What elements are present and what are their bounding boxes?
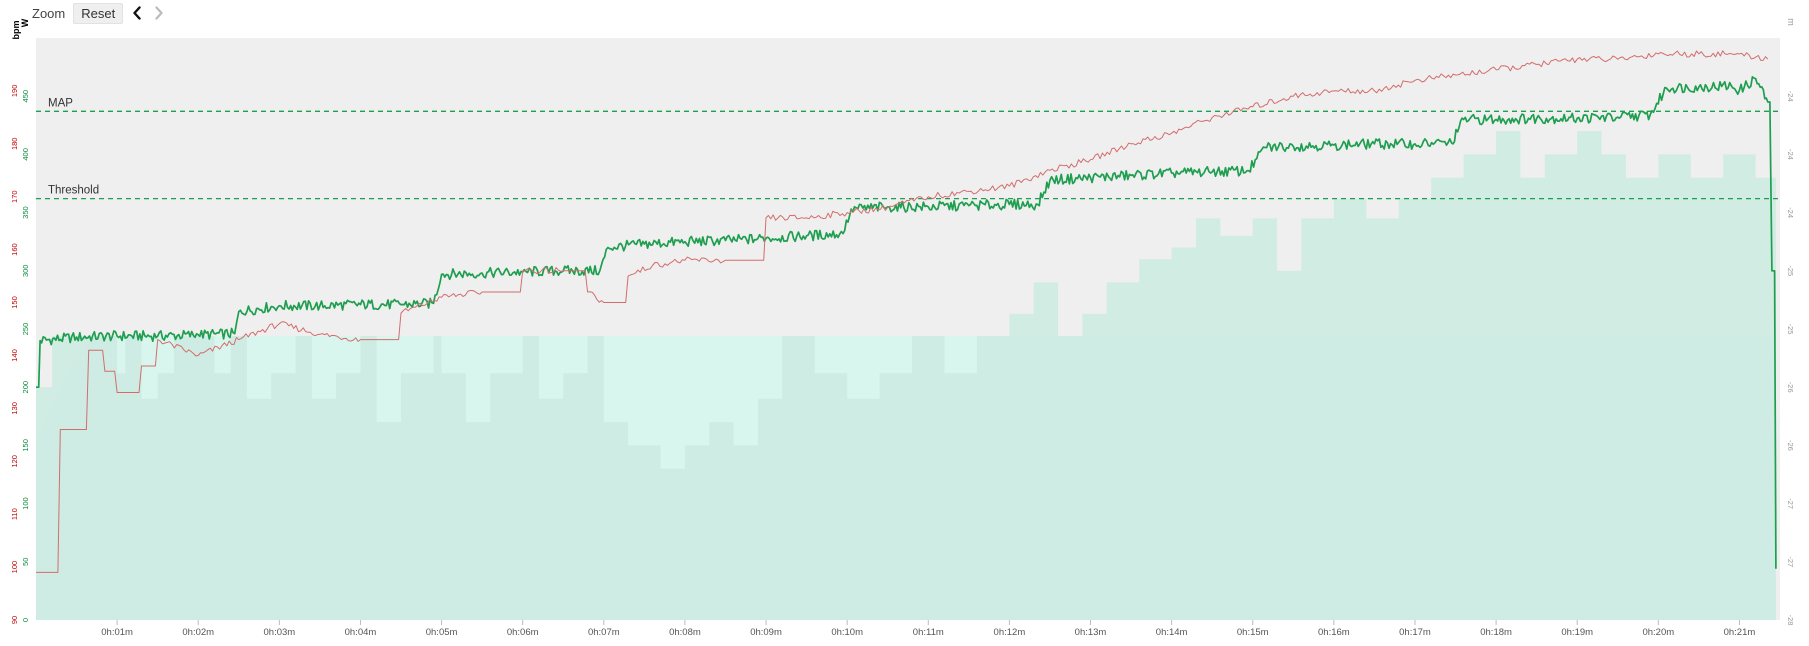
power-line bbox=[36, 76, 1777, 569]
reference-label-threshold: Threshold bbox=[48, 185, 99, 197]
right-tick-label: -25 bbox=[1786, 265, 1795, 276]
power-tick-label: 100 bbox=[21, 497, 30, 510]
right-tick-label: -26 bbox=[1786, 382, 1795, 393]
right-axis-title: m bbox=[1786, 18, 1796, 26]
chevron-left-icon[interactable] bbox=[129, 4, 145, 22]
x-tick-label: 0h:11m bbox=[913, 627, 944, 638]
x-tick-label: 0h:15m bbox=[1237, 627, 1269, 638]
hr-tick-label: 170 bbox=[10, 190, 19, 203]
reset-zoom-button[interactable]: Reset bbox=[73, 2, 124, 24]
area-series bbox=[36, 131, 1776, 620]
heart-rate-line bbox=[36, 50, 1769, 573]
zoom-label: Zoom bbox=[32, 5, 66, 21]
x-tick-label: 0h:16m bbox=[1318, 627, 1350, 638]
hr-tick-label: 150 bbox=[10, 296, 19, 309]
reference-label-map: MAP bbox=[48, 97, 73, 109]
x-tick-label: 0h:06m bbox=[507, 627, 539, 638]
x-tick-label: 0h:05m bbox=[426, 627, 458, 638]
x-tick-label: 0h:07m bbox=[588, 627, 620, 638]
hr-axis-title: bpm bbox=[11, 21, 21, 40]
power-tick-label: 200 bbox=[21, 381, 30, 394]
reference-lines: MAP Threshold bbox=[36, 97, 1780, 200]
hr-tick-label: 130 bbox=[10, 402, 19, 415]
power-tick-label: 400 bbox=[21, 148, 30, 161]
x-tick-label: 0h:08m bbox=[669, 627, 701, 638]
right-tick-label: -27 bbox=[1786, 498, 1795, 509]
right-tick-label: -25 bbox=[1786, 324, 1795, 335]
hr-tick-label: 90 bbox=[10, 616, 19, 624]
x-tick-label: 0h:09m bbox=[750, 627, 782, 638]
power-tick-label: 150 bbox=[21, 439, 30, 452]
x-tick-label: 0h:14m bbox=[1156, 627, 1188, 638]
right-tick-label: -24 bbox=[1786, 91, 1795, 102]
hr-tick-label: 110 bbox=[10, 508, 19, 520]
right-tick-label: -28 bbox=[1786, 615, 1795, 626]
x-tick-label: 0h:10m bbox=[831, 627, 863, 638]
x-tick-label: 0h:19m bbox=[1561, 627, 1593, 638]
x-tick-label: 0h:13m bbox=[1075, 627, 1107, 638]
hr-tick-label: 100 bbox=[10, 561, 19, 574]
x-tick-label: 0h:18m bbox=[1480, 627, 1512, 638]
line-series bbox=[36, 50, 1777, 573]
power-tick-label: 0 bbox=[21, 618, 30, 622]
hr-tick-label: 180 bbox=[10, 138, 19, 151]
cadence-area bbox=[36, 131, 1776, 620]
power-tick-label: 50 bbox=[21, 558, 30, 566]
hr-tick-label: 140 bbox=[10, 349, 19, 362]
axes: bpm W m 0h:01m 0h:02m 0h:03m 0h:04m 0h:05m 0h… bbox=[10, 18, 1796, 638]
x-tick-label: 0h:04m bbox=[345, 627, 377, 638]
zoom-toolbar: Zoom Reset bbox=[32, 2, 167, 24]
power-tick-label: 350 bbox=[21, 206, 30, 219]
right-tick-label: -24 bbox=[1786, 149, 1795, 160]
x-tick-label: 0h:03m bbox=[264, 627, 296, 638]
x-tick-label: 0h:12m bbox=[994, 627, 1026, 638]
power-axis-title: W bbox=[20, 18, 30, 27]
power-tick-label: 250 bbox=[21, 323, 30, 336]
x-tick-label: 0h:20m bbox=[1642, 627, 1674, 638]
right-tick-label: -27 bbox=[1786, 556, 1795, 567]
right-tick-label: -26 bbox=[1786, 440, 1795, 451]
power-tick-label: 300 bbox=[21, 265, 30, 278]
x-tick-label: 0h:01m bbox=[101, 627, 133, 638]
chevron-right-icon[interactable] bbox=[151, 4, 167, 22]
x-tick-label: 0h:17m bbox=[1399, 627, 1431, 638]
x-tick-label: 0h:02m bbox=[182, 627, 214, 638]
right-tick-label: -24 bbox=[1786, 207, 1795, 218]
hr-tick-label: 160 bbox=[10, 243, 19, 256]
hr-tick-label: 190 bbox=[10, 85, 19, 98]
power-tick-label: 450 bbox=[21, 90, 30, 103]
hr-tick-label: 120 bbox=[10, 455, 19, 468]
x-tick-label: 0h:21m bbox=[1724, 627, 1756, 638]
